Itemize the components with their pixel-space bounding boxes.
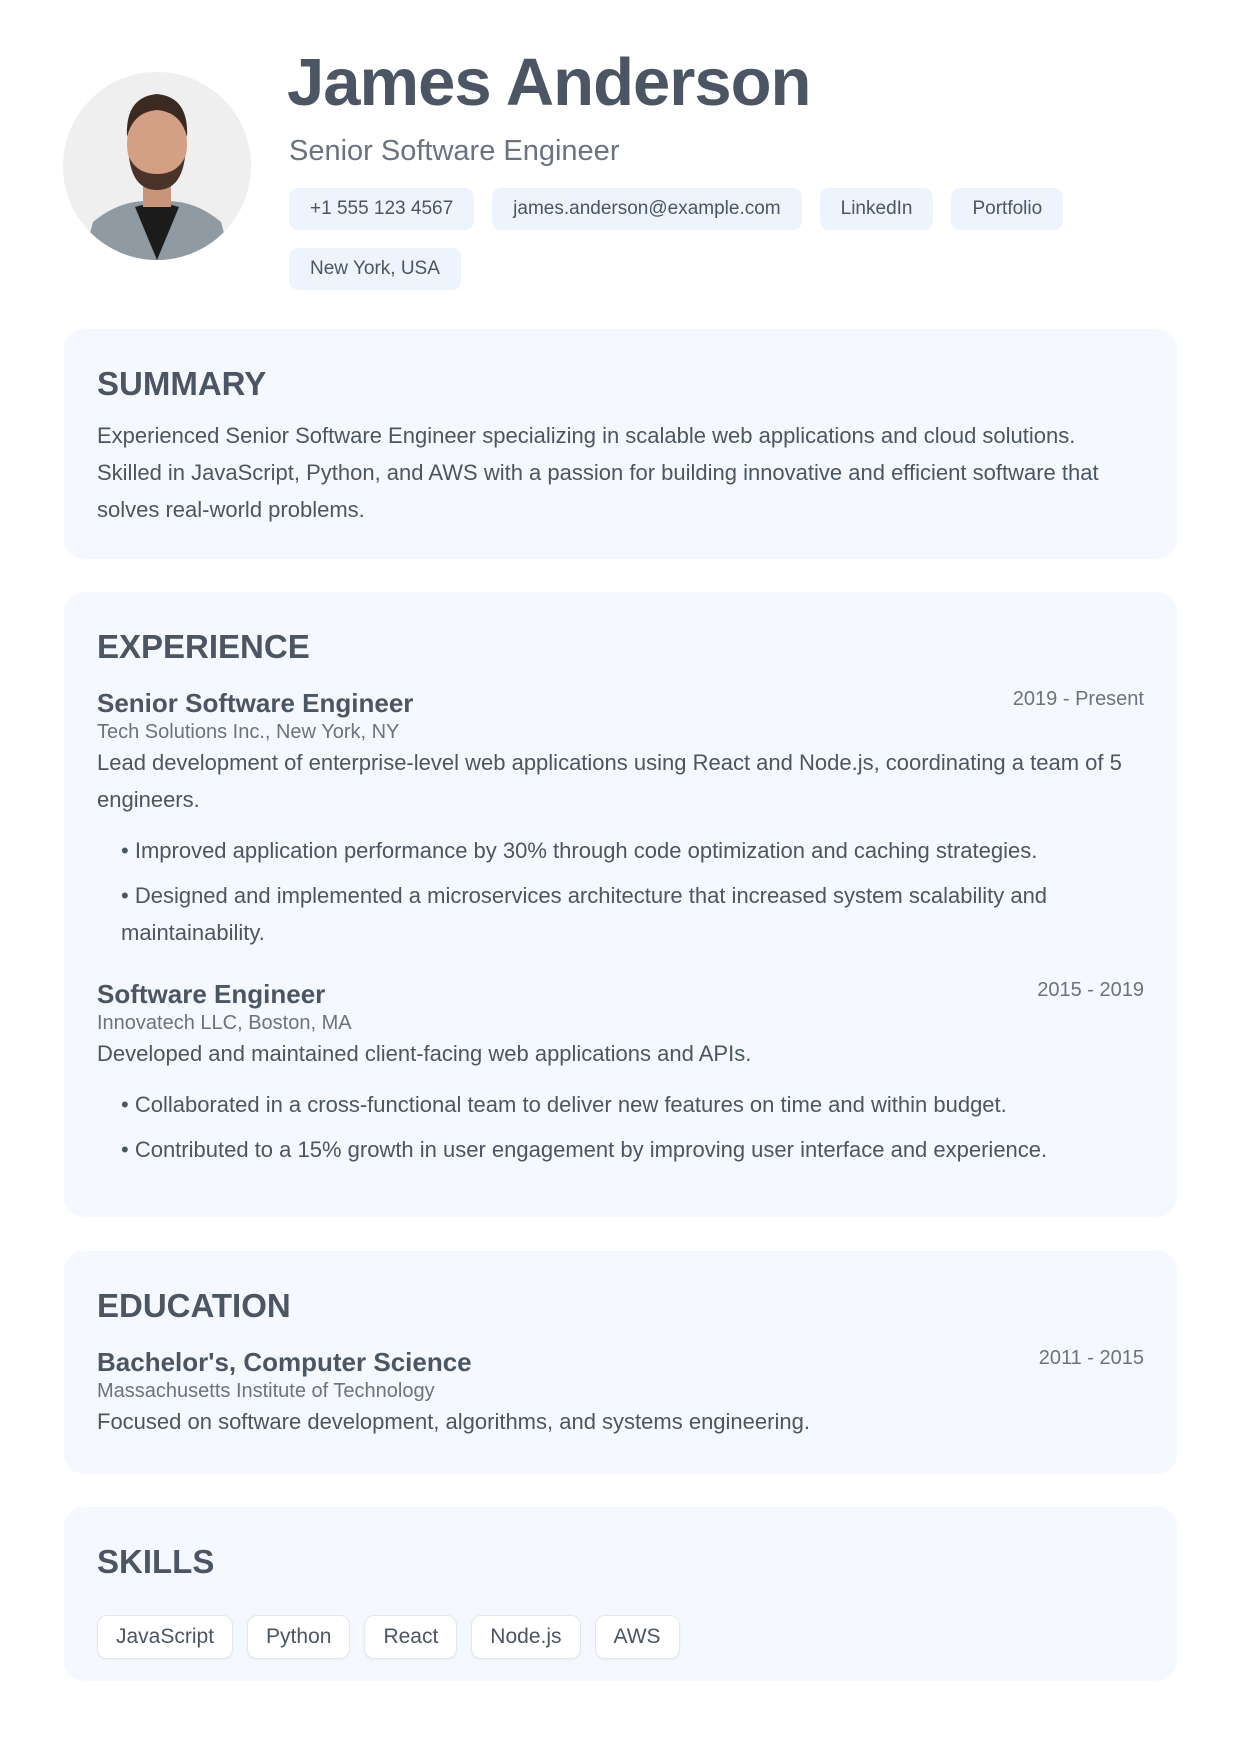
job-bullet: Designed and implemented a microservices… — [121, 877, 1144, 951]
school: Massachusetts Institute of Technology — [97, 1380, 435, 1402]
candidate-name: James Anderson — [287, 45, 811, 120]
job-role: Software Engineer — [97, 979, 326, 1009]
contact-location: New York, USA — [289, 248, 461, 290]
skill-tag: AWS — [594, 1615, 680, 1659]
job-bullet: Contributed to a 15% growth in user enga… — [121, 1131, 1144, 1168]
profile-photo — [63, 72, 251, 260]
skills-list: JavaScript Python React Node.js AWS — [97, 1615, 1144, 1659]
contact-list: +1 555 123 4567 james.anderson@example.c… — [289, 188, 1109, 290]
education-section: EDUCATION Bachelor's, Computer Science 2… — [64, 1251, 1177, 1474]
experience-section: EXPERIENCE Senior Software Engineer 2019… — [64, 592, 1177, 1217]
job-company: Tech Solutions Inc., New York, NY — [97, 721, 400, 743]
education-entry: Bachelor's, Computer Science 2011 - 2015… — [97, 1347, 1144, 1440]
contact-portfolio[interactable]: Portfolio — [951, 188, 1064, 230]
candidate-title: Senior Software Engineer — [289, 135, 620, 167]
job-bullet: Collaborated in a cross-functional team … — [121, 1086, 1144, 1123]
section-heading: SUMMARY — [97, 365, 267, 402]
summary-text: Experienced Senior Software Engineer spe… — [97, 423, 1099, 522]
skill-tag: Node.js — [471, 1615, 581, 1659]
section-heading: EXPERIENCE — [97, 628, 310, 665]
section-heading: SKILLS — [97, 1543, 215, 1580]
job-description: Lead development of enterprise-level web… — [97, 750, 1122, 812]
contact-email[interactable]: james.anderson@example.com — [492, 188, 802, 230]
skill-tag: Python — [247, 1615, 351, 1659]
skill-tag: JavaScript — [97, 1615, 234, 1659]
summary-section: SUMMARY Experienced Senior Software Engi… — [64, 329, 1177, 559]
education-description: Focused on software development, algorit… — [97, 1409, 810, 1434]
job-description: Developed and maintained client-facing w… — [97, 1041, 752, 1066]
job-date: 2019 - Present — [1012, 688, 1144, 710]
contact-phone[interactable]: +1 555 123 4567 — [289, 188, 475, 230]
skills-section: SKILLS JavaScript Python React Node.js A… — [64, 1507, 1177, 1681]
job-bullet: Improved application performance by 30% … — [121, 832, 1144, 869]
job-entry: Software Engineer 2015 - 2019 Innovatech… — [97, 979, 1144, 1168]
education-date: 2011 - 2015 — [1038, 1347, 1144, 1369]
degree: Bachelor's, Computer Science — [97, 1347, 472, 1377]
skill-tag: React — [364, 1615, 458, 1659]
job-date: 2015 - 2019 — [1037, 979, 1144, 1001]
job-role: Senior Software Engineer — [97, 688, 414, 718]
job-entry: Senior Software Engineer 2019 - Present … — [97, 688, 1144, 951]
section-heading: EDUCATION — [97, 1287, 291, 1324]
contact-linkedin[interactable]: LinkedIn — [819, 188, 934, 230]
job-company: Innovatech LLC, Boston, MA — [97, 1012, 352, 1034]
